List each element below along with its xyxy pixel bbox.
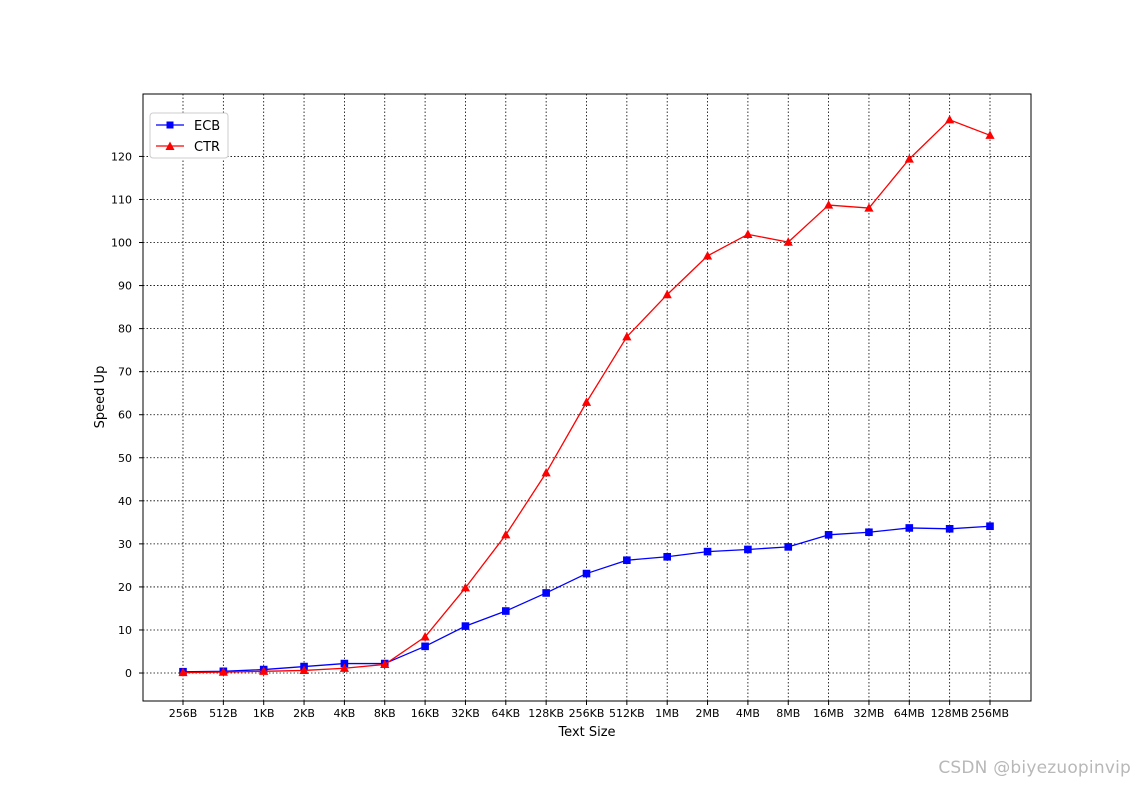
- x-tick-label: 256KB: [569, 707, 605, 720]
- data-point-ctr: [218, 667, 228, 676]
- x-axis-label: Text Size: [557, 725, 615, 740]
- x-tick-label: 512B: [209, 707, 238, 720]
- y-tick-label: 30: [118, 538, 132, 551]
- data-point-ecb: [502, 607, 510, 615]
- y-tick-label: 100: [111, 237, 132, 250]
- data-point-ctr: [743, 229, 753, 238]
- y-tick-label: 20: [118, 581, 132, 594]
- data-point-ctr: [299, 665, 309, 675]
- data-point-ctr: [904, 154, 914, 163]
- data-point-ecb: [865, 528, 873, 537]
- y-tick-label: 60: [118, 409, 132, 422]
- data-point-ctr: [622, 332, 632, 341]
- data-point-ctr: [178, 667, 188, 677]
- data-point-ecb: [663, 552, 671, 561]
- x-tick-label: 256B: [169, 707, 198, 720]
- legend-marker-ctr: [165, 141, 175, 150]
- axis-ticks: 256B 512B 1KB 2KB 4KB 8KB 16KB 32KB 64KB 128KB 256…: [111, 150, 1009, 720]
- y-tick-label: 80: [118, 323, 132, 336]
- plot-background: [143, 94, 1031, 701]
- legend-label-ecb: ECB: [194, 119, 220, 134]
- data-point-ctr: [460, 582, 471, 592]
- data-point-ctr: [501, 530, 511, 539]
- x-tick-label: 16KB: [411, 707, 440, 720]
- data-point-ecb: [744, 545, 752, 554]
- data-point-ctr: [824, 200, 834, 209]
- data-point-ecb: [582, 569, 591, 578]
- series: [178, 115, 995, 677]
- plot-frame: [142, 93, 1032, 702]
- data-point-ecb: [421, 642, 429, 651]
- x-tick-label: 32KB: [451, 707, 480, 720]
- legend: ECB CTR: [149, 112, 229, 159]
- data-point-ecb: [542, 589, 550, 597]
- y-tick-label: 40: [118, 495, 132, 508]
- data-point-ctr: [581, 397, 592, 406]
- x-tick-label: 64MB: [894, 707, 925, 720]
- data-point-ecb: [461, 622, 470, 630]
- y-tick-label: 110: [111, 193, 132, 206]
- data-point-ctr: [662, 289, 672, 299]
- data-point-ctr: [985, 130, 995, 139]
- data-point-ctr: [380, 659, 390, 669]
- grid: [143, 94, 1031, 701]
- data-point-ctr: [864, 203, 874, 212]
- data-point-ctr: [259, 666, 269, 675]
- y-tick-label: 120: [111, 150, 132, 163]
- y-tick-label: 70: [118, 366, 132, 379]
- data-point-ecb: [623, 556, 631, 565]
- x-tick-label: 8KB: [374, 707, 396, 720]
- y-tick-label: 10: [118, 624, 132, 637]
- x-tick-label: 128MB: [931, 707, 969, 720]
- x-tick-label: 1KB: [253, 707, 275, 720]
- watermark-text: CSDN @biyezuopinvip: [938, 758, 1131, 778]
- y-tick-label: 0: [125, 667, 132, 680]
- x-tick-label: 16MB: [813, 707, 844, 720]
- x-tick-label: 2KB: [293, 707, 315, 720]
- x-tick-label: 2MB: [696, 707, 720, 720]
- data-point-ecb: [905, 524, 914, 532]
- y-tick-label: 50: [118, 452, 132, 465]
- x-tick-label: 512KB: [609, 707, 645, 720]
- y-axis-label: Speed Up: [93, 366, 108, 429]
- legend-label-ctr: CTR: [194, 140, 220, 155]
- x-tick-label: 256MB: [971, 707, 1009, 720]
- x-tick-label: 4KB: [334, 707, 356, 720]
- data-point-ecb: [945, 525, 954, 533]
- x-tick-label: 4MB: [736, 707, 760, 720]
- x-tick-label: 32MB: [853, 707, 884, 720]
- legend-marker-ecb: [166, 121, 174, 129]
- x-tick-label: 8MB: [776, 707, 800, 720]
- x-tick-label: 64KB: [491, 707, 520, 720]
- data-point-ecb: [986, 522, 994, 531]
- data-point-ctr: [339, 663, 349, 672]
- data-point-ctr: [420, 632, 430, 641]
- data-point-ctr: [945, 115, 955, 124]
- data-point-ecb: [784, 543, 793, 551]
- data-point-ctr: [783, 237, 793, 246]
- data-point-ctr: [541, 468, 551, 477]
- y-tick-label: 90: [118, 280, 132, 293]
- data-point-ecb: [824, 531, 833, 539]
- data-point-ecb: [703, 547, 712, 556]
- data-point-ctr: [702, 251, 713, 260]
- x-tick-label: 1MB: [655, 707, 679, 720]
- x-tick-label: 128KB: [528, 707, 564, 720]
